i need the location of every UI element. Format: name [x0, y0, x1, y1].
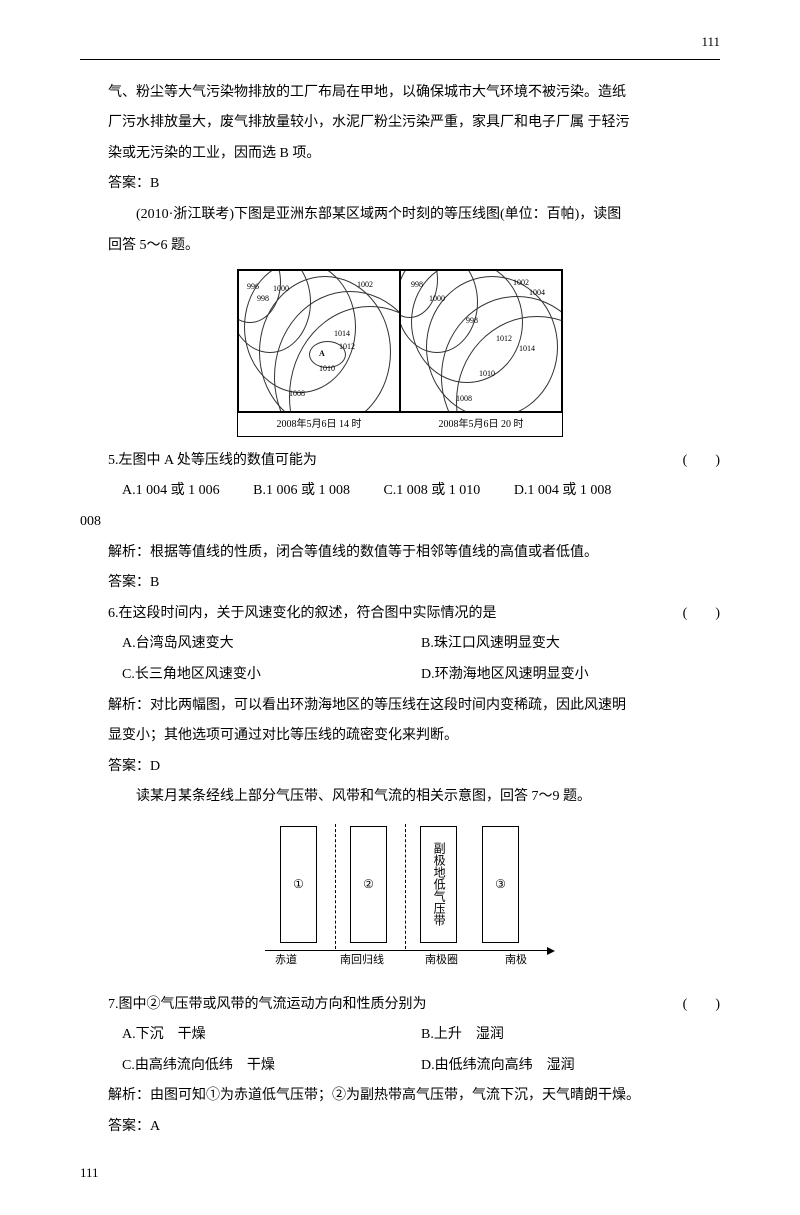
q6-explanation-l2: 显变小；其他选项可通过对比等压线的疏密变化来判断。	[80, 723, 720, 750]
q7-stem: 7.图中②气压带或风带的气流运动方向和性质分别为	[108, 997, 427, 1012]
q6-stem-row: 6.在这段时间内，关于风速变化的叙述，符合图中实际情况的是 ( )	[80, 601, 720, 628]
q5-explanation: 解析：根据等值线的性质，闭合等值线的数值等于相邻等值线的高值或者低值。	[80, 540, 720, 567]
d2-xlabel-4: 南极	[505, 950, 527, 971]
d2-box-4: ③	[482, 826, 519, 943]
q5-stem: 5.左图中 A 处等压线的数值可能为	[108, 453, 317, 468]
isobar-figure: 996 998 1000 1002 1014 A 1012 1010 1008 …	[237, 269, 563, 437]
q5-optD: D.1 004 或 1 008	[514, 478, 612, 505]
q7-optD: D.由低纬流向高纬 湿润	[421, 1053, 720, 1080]
q7-stem-row: 7.图中②气压带或风带的气流运动方向和性质分别为 ( )	[80, 992, 720, 1019]
q6-options-row2: C.长三角地区风速变小 D.环渤海地区风速明显变小	[80, 662, 720, 689]
page-number-bottom: 111	[80, 1161, 720, 1186]
q5-bracket: ( )	[683, 448, 720, 475]
q7-optA: A.下沉 干燥	[122, 1022, 421, 1049]
q7-bracket: ( )	[683, 992, 720, 1019]
intro-line-3: 染或无污染的工业，因而选 B 项。	[80, 141, 720, 168]
q6-bracket: ( )	[683, 601, 720, 628]
d2-box-1: ①	[280, 826, 317, 943]
map-panel-right: 998 1000 1002 1004 998 1012 1014 1010 10…	[400, 270, 562, 436]
d2-box-3: 副极地低气压带	[420, 826, 457, 943]
map-caption-right: 2008年5月6日 20 时	[400, 412, 562, 436]
q7-optB: B.上升 湿润	[421, 1022, 720, 1049]
q5-optB: B.1 006 或 1 008	[253, 478, 350, 505]
q7-options-row2: C.由高纬流向低纬 干燥 D.由低纬流向高纬 湿润	[80, 1053, 720, 1080]
q5-optC: C.1 008 或 1 010	[383, 478, 480, 505]
q6-explanation-l1: 解析：对比两幅图，可以看出环渤海地区的等压线在这段时间内变稀疏，因此风速明	[80, 693, 720, 720]
intro-answer: 答案：B	[80, 171, 720, 198]
q7-options-row1: A.下沉 干燥 B.上升 湿润	[80, 1022, 720, 1049]
q7-explanation: 解析：由图可知①为赤道低气压带；②为副热带高气压带，气流下沉，天气晴朗干燥。	[80, 1083, 720, 1110]
q6-optA: A.台湾岛风速变大	[122, 631, 421, 658]
d2-xlabel-2: 南回归线	[340, 950, 384, 971]
pressure-belt-diagram: ① ② 副极地低气压带 ③ 赤道 南回归线 南极圈 南极	[250, 821, 550, 971]
q5-answer: 答案：B	[80, 570, 720, 597]
q6-answer: 答案：D	[80, 754, 720, 781]
q6-optD: D.环渤海地区风速明显变小	[421, 662, 720, 689]
q6-stem: 6.在这段时间内，关于风速变化的叙述，符合图中实际情况的是	[108, 606, 497, 621]
q7-optC: C.由高纬流向低纬 干燥	[122, 1053, 421, 1080]
d2-xlabel-1: 赤道	[275, 950, 297, 971]
q6-optB: B.珠江口风速明显变大	[421, 631, 720, 658]
group56-lead2: 回答 5～6 题。	[80, 233, 720, 260]
d2-xlabel-3: 南极圈	[425, 950, 458, 971]
intro-line-2: 厂污水排放量大，废气排放量较小，水泥厂粉尘污染严重，家具厂和电子厂属 于轻污	[80, 110, 720, 137]
intro-line-1: 气、粉尘等大气污染物排放的工厂布局在甲地，以确保城市大气环境不被污染。造纸	[80, 80, 720, 107]
q5-optD-wrap: 008	[80, 509, 720, 536]
map-panel-left: 996 998 1000 1002 1014 A 1012 1010 1008 …	[238, 270, 400, 436]
group56-lead1: (2010·浙江联考)下图是亚洲东部某区域两个时刻的等压线图(单位：百帕)，读图	[80, 202, 720, 229]
group79-lead: 读某月某条经线上部分气压带、风带和气流的相关示意图，回答 7～9 题。	[80, 784, 720, 811]
q6-optC: C.长三角地区风速变小	[122, 662, 421, 689]
q5-stem-row: 5.左图中 A 处等压线的数值可能为 ( )	[80, 448, 720, 475]
q6-options-row1: A.台湾岛风速变大 B.珠江口风速明显变大	[80, 631, 720, 658]
page-number-top: 111	[80, 30, 720, 60]
q5-optA: A.1 004 或 1 006	[122, 478, 220, 505]
map-caption-left: 2008年5月6日 14 时	[238, 412, 400, 436]
d2-box-2: ②	[350, 826, 387, 943]
q7-answer: 答案：A	[80, 1114, 720, 1141]
q5-options: A.1 004 或 1 006 B.1 006 或 1 008 C.1 008 …	[80, 478, 720, 505]
